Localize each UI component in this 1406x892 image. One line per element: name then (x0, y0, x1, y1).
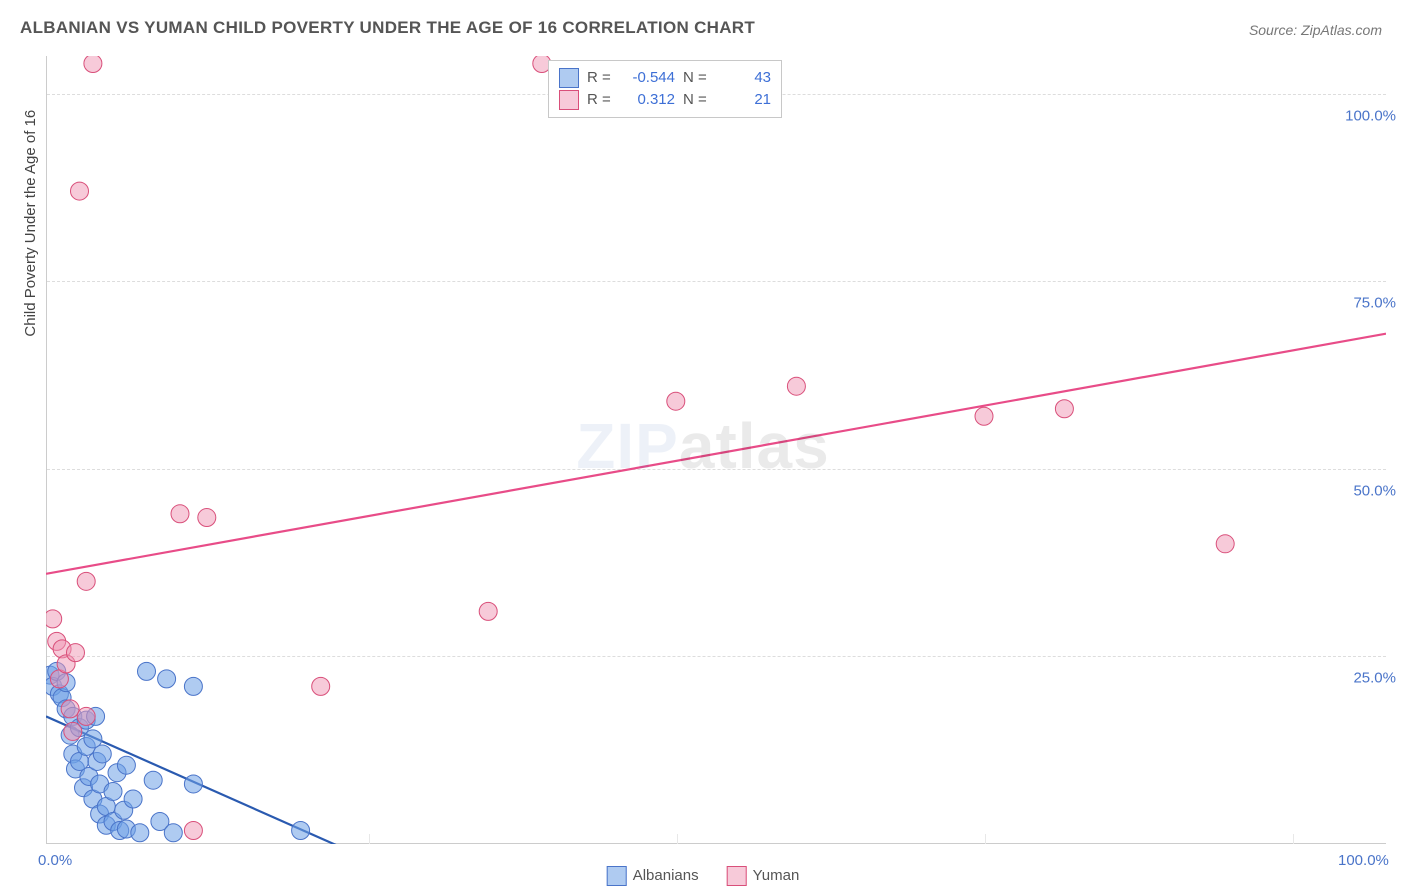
legend-swatch-icon (607, 866, 627, 886)
source-label: Source: ZipAtlas.com (1249, 22, 1382, 38)
y-tick-label: 25.0% (1353, 670, 1396, 687)
data-point (104, 782, 122, 800)
data-point (171, 505, 189, 523)
r-value: -0.544 (623, 67, 675, 89)
x-tick-label: 0.0% (38, 852, 72, 869)
data-point (66, 644, 84, 662)
data-point (138, 662, 156, 680)
legend-swatch-icon (559, 68, 579, 88)
legend-swatch-icon (727, 866, 747, 886)
data-point (184, 821, 202, 839)
legend-row: R = -0.544 N = 43 (559, 67, 771, 89)
y-tick-label: 75.0% (1353, 295, 1396, 312)
data-point (975, 407, 993, 425)
legend-swatch-icon (559, 90, 579, 110)
data-point (77, 572, 95, 590)
data-point (144, 771, 162, 789)
legend-item: Yuman (727, 866, 800, 886)
data-point (667, 392, 685, 410)
data-point (124, 790, 142, 808)
y-axis-label: Child Poverty Under the Age of 16 (22, 110, 39, 337)
data-point (71, 182, 89, 200)
data-point (184, 775, 202, 793)
legend-label: Yuman (753, 867, 800, 884)
data-point (117, 756, 135, 774)
data-point (479, 602, 497, 620)
data-point (184, 677, 202, 695)
data-point (787, 377, 805, 395)
data-point (1216, 535, 1234, 553)
legend-label: Albanians (633, 867, 699, 884)
correlation-legend: R = -0.544 N = 43 R = 0.312 N = 21 (548, 60, 782, 118)
series-legend: Albanians Yuman (607, 866, 800, 886)
data-point (44, 610, 62, 628)
trend-line (46, 334, 1386, 574)
plot-svg (46, 56, 1386, 844)
data-point (158, 670, 176, 688)
data-point (131, 824, 149, 842)
data-point (1055, 400, 1073, 418)
data-point (312, 677, 330, 695)
data-point (64, 722, 82, 740)
legend-item: Albanians (607, 866, 699, 886)
data-point (292, 821, 310, 839)
r-value: 0.312 (623, 89, 675, 111)
data-point (198, 509, 216, 527)
data-point (164, 824, 182, 842)
data-point (61, 700, 79, 718)
legend-row: R = 0.312 N = 21 (559, 89, 771, 111)
n-value: 43 (719, 67, 771, 89)
r-label: R = (587, 67, 615, 89)
x-tick-label: 100.0% (1338, 852, 1389, 869)
y-tick-label: 100.0% (1345, 107, 1396, 124)
data-point (93, 745, 111, 763)
data-point (84, 55, 102, 73)
n-label: N = (683, 67, 711, 89)
n-label: N = (683, 89, 711, 111)
y-tick-label: 50.0% (1353, 482, 1396, 499)
n-value: 21 (719, 89, 771, 111)
data-point (77, 707, 95, 725)
r-label: R = (587, 89, 615, 111)
chart-title: ALBANIAN VS YUMAN CHILD POVERTY UNDER TH… (20, 18, 755, 38)
